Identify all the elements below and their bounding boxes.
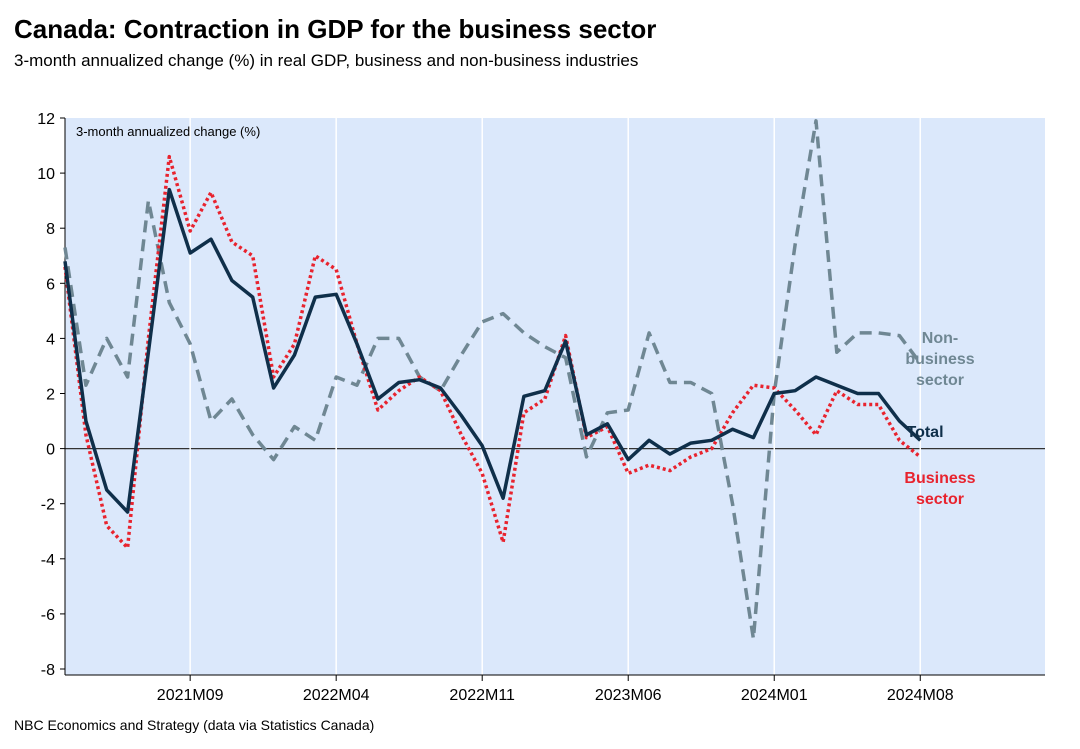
source: NBC Economics and Strategy (data via Sta… — [14, 717, 374, 733]
series-line — [63, 187, 922, 514]
y-tick-label: -6 — [41, 607, 55, 624]
y-tick-label: 8 — [46, 221, 55, 238]
y-tick-label: -2 — [41, 497, 55, 514]
series-line — [63, 119, 922, 641]
x-tick-label: 2021M09 — [157, 687, 224, 704]
x-tick-label: 2022M11 — [449, 687, 515, 704]
series-label: Business sector — [904, 470, 976, 508]
y-tick-label: -4 — [41, 552, 55, 569]
y-tick-label: 6 — [46, 276, 55, 293]
x-tick-label: 2023M06 — [595, 687, 662, 704]
series-label: Total — [906, 424, 944, 441]
y-tick-label: 10 — [37, 166, 55, 183]
chart-subtitle: 3-month annualized change (%) in real GD… — [14, 51, 638, 70]
x-tick-label: 2024M01 — [741, 687, 808, 704]
plot-area — [65, 118, 1045, 675]
y-tick-label: 0 — [46, 442, 55, 459]
x-tick-label: 2024M08 — [887, 687, 954, 704]
y-axis-label: 3-month annualized change (%) — [76, 124, 260, 139]
series-label: Non-business sector — [905, 330, 975, 389]
x-tick-label: 2022M04 — [303, 687, 370, 704]
y-tick-label: -8 — [41, 662, 55, 679]
y-tick-label: 4 — [46, 331, 55, 348]
chart-title: Canada: Contraction in GDP for the busin… — [14, 14, 656, 44]
y-tick-label: 12 — [37, 111, 55, 128]
y-tick-label: 2 — [46, 387, 55, 404]
